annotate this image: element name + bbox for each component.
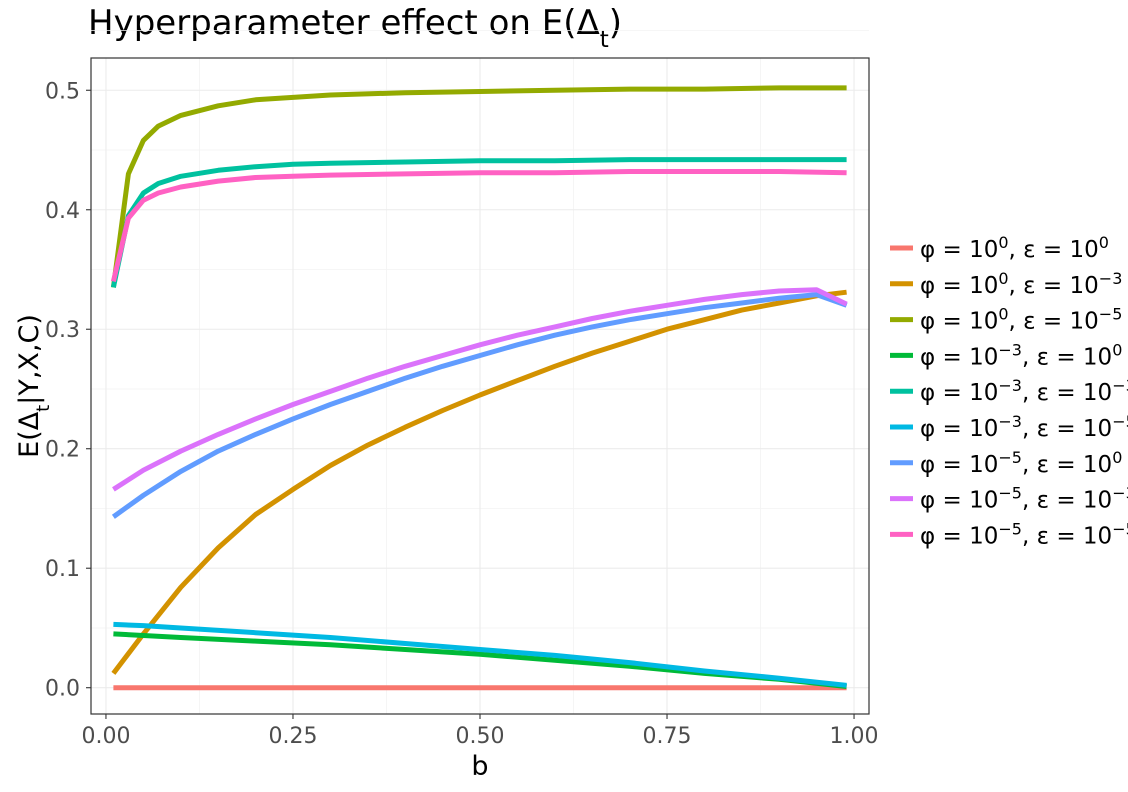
legend-item-8: φ = 10−5, ε = 10−3 bbox=[890, 483, 1128, 514]
legend-item-9: φ = 10−5, ε = 10−5 bbox=[890, 519, 1128, 550]
y-tick-label: 0.5 bbox=[45, 79, 80, 104]
legend-item-7: φ = 10−5, ε = 100 bbox=[890, 447, 1122, 478]
legend-label-5: φ = 10−3, ε = 10−3 bbox=[920, 376, 1128, 407]
series-line-7 bbox=[111, 292, 848, 519]
x-tick-label: 0.50 bbox=[456, 724, 505, 749]
legend-item-6: φ = 10−3, ε = 10−5 bbox=[890, 412, 1128, 443]
series-line-6 bbox=[113, 621, 847, 688]
legend-label-8: φ = 10−5, ε = 10−3 bbox=[920, 483, 1128, 513]
legend-item-4: φ = 10−3, ε = 100 bbox=[890, 340, 1122, 371]
series-line-8 bbox=[112, 287, 848, 492]
x-axis-title: b bbox=[471, 751, 488, 782]
legend-label-9: φ = 10−5, ε = 10−5 bbox=[920, 519, 1128, 550]
legend: φ = 100, ε = 100 φ = 100, ε = 10−3 φ = 100… bbox=[890, 233, 1128, 550]
x-tick-label: 0.25 bbox=[268, 724, 317, 749]
y-axis-ticks: 0.0 0.1 0.2 0.3 0.4 0.5 bbox=[45, 79, 91, 702]
legend-label-1: φ = 100, ε = 100 bbox=[920, 233, 1109, 264]
legend-item-5: φ = 10−3, ε = 10−3 bbox=[890, 376, 1128, 407]
series-line-2 bbox=[111, 289, 847, 675]
x-axis-ticks: 0.00 0.25 0.50 0.75 1.00 bbox=[81, 714, 879, 749]
y-tick-label: 0.2 bbox=[45, 438, 80, 463]
y-tick-label: 0.3 bbox=[45, 318, 80, 343]
legend-label-4: φ = 10−3, ε = 100 bbox=[920, 340, 1122, 371]
y-tick-label: 0.1 bbox=[45, 557, 80, 582]
series-layer bbox=[110, 85, 848, 691]
series-line-9 bbox=[110, 169, 847, 282]
series-line-3 bbox=[110, 85, 847, 288]
chart-title: Hyperparameter effect on E(Δt) bbox=[88, 3, 622, 53]
y-tick-label: 0.0 bbox=[45, 677, 80, 702]
legend-label-3: φ = 100, ε = 10−5 bbox=[920, 304, 1122, 335]
x-tick-label: 0.75 bbox=[643, 724, 692, 749]
legend-item-1: φ = 100, ε = 100 bbox=[890, 233, 1109, 264]
legend-item-3: φ = 100, ε = 10−5 bbox=[890, 304, 1122, 335]
legend-label-6: φ = 10−3, ε = 10−5 bbox=[920, 412, 1128, 443]
x-tick-label: 1.00 bbox=[830, 724, 879, 749]
y-axis-title: E(Δt|Y,X,C) bbox=[14, 314, 54, 458]
y-tick-label: 0.4 bbox=[45, 199, 80, 224]
legend-label-2: φ = 100, ε = 10−3 bbox=[920, 268, 1122, 299]
legend-item-2: φ = 100, ε = 10−3 bbox=[890, 268, 1122, 299]
legend-label-7: φ = 10−5, ε = 100 bbox=[920, 447, 1122, 478]
x-tick-label: 0.00 bbox=[81, 724, 130, 749]
series-line-5 bbox=[110, 157, 847, 288]
